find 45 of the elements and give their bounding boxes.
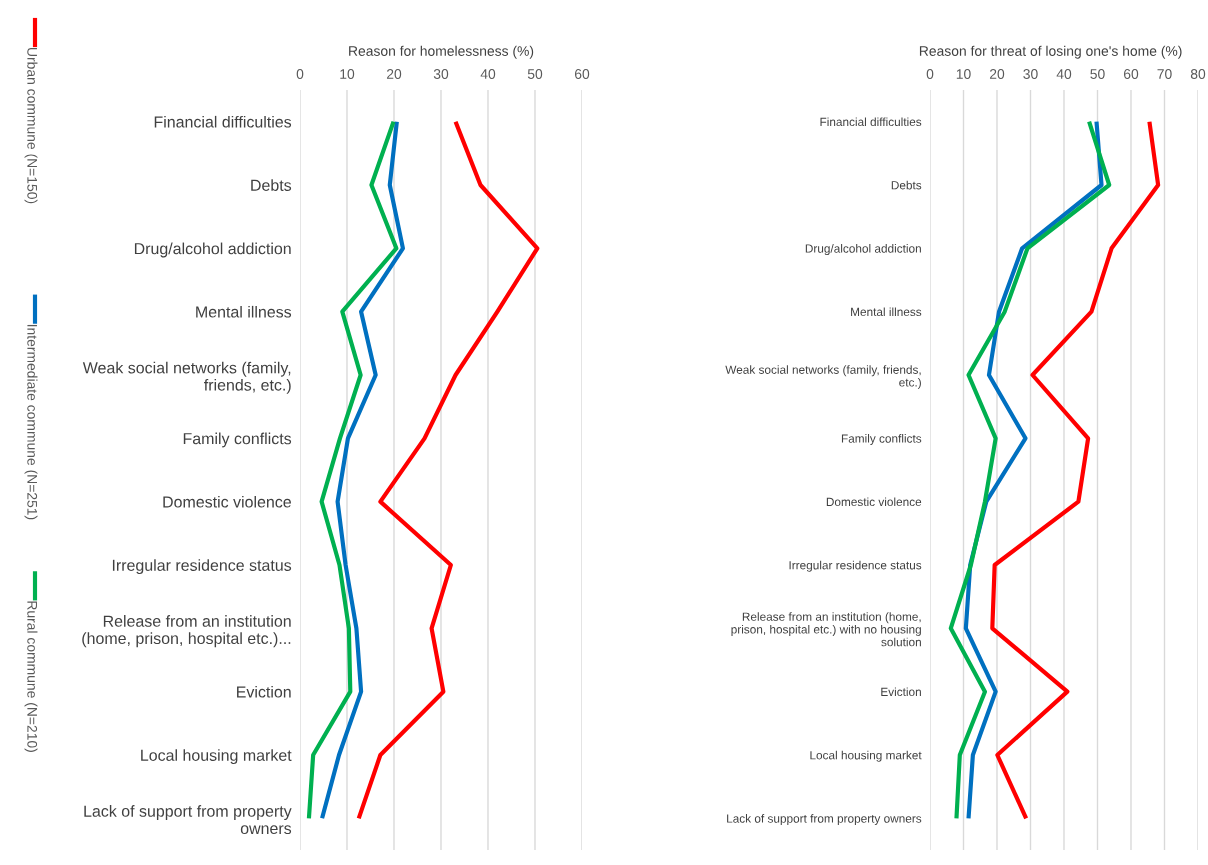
y-tick-label: Domestic violence [826, 497, 922, 507]
legend-label: Urban commune (N=150) [24, 48, 38, 204]
y-tick-label: Eviction [881, 687, 921, 697]
y-tick-label: Irregular residence status [789, 560, 922, 572]
y-tick-label: Local housing market [810, 750, 922, 762]
x-tick-label: 40 [1056, 69, 1072, 79]
legend-label: Intermediate commune (N=251) [24, 324, 38, 520]
y-tick-label: Debts [251, 179, 292, 191]
y-tick-label: Weak social networks (family, friends, etc.) [725, 365, 921, 389]
x-tick-label: 50 [1090, 69, 1105, 79]
legend-label: Rural commune (N=210) [24, 601, 38, 752]
x-tick-label: 30 [1023, 69, 1038, 79]
y-tick-label: Eviction [237, 685, 291, 698]
x-tick-label: 20 [989, 69, 1005, 79]
y-tick-label: Lack of support from property owners [84, 805, 292, 835]
y-tick-label: Release from an institution (home, prison, hospital etc.)... [82, 615, 291, 648]
y-tick-label: Family conflicts [183, 432, 292, 448]
y-tick-label: Release from an institution (home, prison, hospital etc.) with no housing solution [731, 612, 921, 647]
y-tick-label: Mental illness [196, 305, 292, 318]
x-tick-label: 20 [386, 69, 402, 79]
y-tick-label: Mental illness [851, 307, 922, 317]
x-tick-label: 60 [1123, 69, 1139, 79]
x-tick-label: 10 [956, 69, 971, 79]
y-tick-label: Family conflicts [841, 434, 922, 446]
x-axis-title: Reason for homelessness (%) [349, 45, 534, 59]
x-axis-title: Reason for threat of losing one's home (%) [919, 45, 1182, 59]
x-tick-label: 70 [1157, 69, 1172, 79]
x-tick-label: 50 [527, 69, 543, 79]
y-tick-label: Drug/alcohol addiction [134, 242, 291, 258]
x-tick-label: 40 [480, 69, 496, 79]
y-tick-label: Financial difficulties [154, 115, 292, 128]
y-tick-label: Weak social networks (family, friends, etc.) [82, 361, 291, 394]
y-tick-label: Financial difficulties [820, 117, 922, 127]
y-tick-label: Local housing market [141, 749, 292, 765]
y-tick-label: Drug/alcohol addiction [805, 244, 921, 256]
y-tick-label: Irregular residence status [112, 559, 292, 575]
x-tick-label: 0 [926, 69, 934, 79]
x-tick-label: 0 [296, 69, 304, 79]
x-tick-label: 30 [433, 69, 449, 79]
x-tick-label: 80 [1190, 69, 1206, 79]
y-tick-label: Domestic violence [163, 495, 291, 508]
x-tick-label: 60 [574, 69, 590, 79]
x-tick-label: 10 [340, 69, 355, 79]
y-tick-label: Debts [891, 180, 922, 190]
y-tick-label: Lack of support from property owners [727, 814, 922, 826]
